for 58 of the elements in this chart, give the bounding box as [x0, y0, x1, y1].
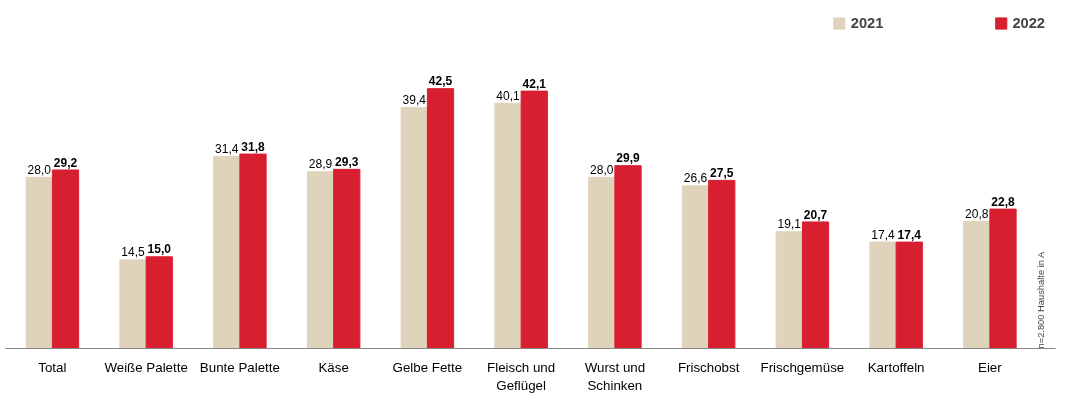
bar [400, 107, 428, 349]
data-label: 28,0 [590, 162, 614, 177]
bar [520, 90, 548, 349]
data-label: 17,4 [897, 227, 922, 242]
data-label: 28,0 [27, 162, 52, 177]
bar [708, 179, 736, 349]
x-tick-label: Gelbe Fette [392, 359, 463, 375]
bar [306, 171, 335, 349]
data-label: 29,2 [53, 155, 78, 170]
data-label: 20,7 [803, 207, 828, 222]
bar [145, 256, 173, 349]
bar [426, 88, 455, 349]
legend-label: 2022 [1012, 15, 1045, 31]
bar [681, 185, 710, 349]
data-label: 42,5 [428, 74, 453, 89]
bar [51, 169, 80, 349]
data-label: 14,5 [121, 245, 145, 260]
bar [494, 102, 522, 349]
data-label: 31,4 [215, 142, 239, 157]
data-label: 31,8 [241, 139, 265, 154]
x-tick-label: Total [38, 359, 67, 375]
bar [119, 259, 147, 349]
x-tick-label: Käse [318, 359, 349, 375]
data-label: 15,0 [147, 242, 172, 257]
data-label: 28,9 [308, 157, 333, 172]
data-label: 39,4 [402, 93, 427, 108]
data-label: 22,8 [991, 194, 1015, 209]
bar [25, 176, 53, 349]
data-label: 29,3 [335, 154, 359, 169]
x-tick-label: Bunte Palette [199, 359, 280, 375]
bar [989, 208, 1017, 349]
data-label: 27,5 [710, 165, 734, 180]
data-label: 29,9 [616, 151, 640, 166]
x-tick-label: Frischobst [677, 359, 740, 375]
x-tick-label: Kartoffeln [867, 359, 925, 375]
x-tick-label: Wurst und Schinken [584, 359, 646, 393]
bar [614, 165, 642, 349]
x-tick-label: Eier [978, 359, 1003, 375]
data-label: 17,4 [871, 227, 895, 242]
x-tick-label: Weiße Palette [104, 359, 188, 375]
x-tick-label: Frischgemüse [760, 359, 845, 375]
bar [213, 156, 241, 349]
x-tick-label: Fleisch und Geflügel [487, 359, 556, 393]
data-label: 42,1 [522, 76, 547, 91]
legend-label: 2021 [850, 15, 884, 31]
bar [588, 176, 616, 349]
bar [801, 221, 830, 349]
bar [775, 231, 803, 349]
bar [239, 153, 267, 349]
data-label: 19,1 [777, 217, 802, 232]
data-label: 26,6 [683, 171, 708, 186]
bar [869, 241, 897, 349]
bar [333, 168, 361, 349]
data-label: 40,1 [496, 88, 520, 103]
data-label: 20,8 [965, 206, 989, 221]
bar [963, 220, 991, 349]
bar [895, 241, 923, 349]
annotation: n=2.800 Haushalte in A [1036, 251, 1047, 349]
